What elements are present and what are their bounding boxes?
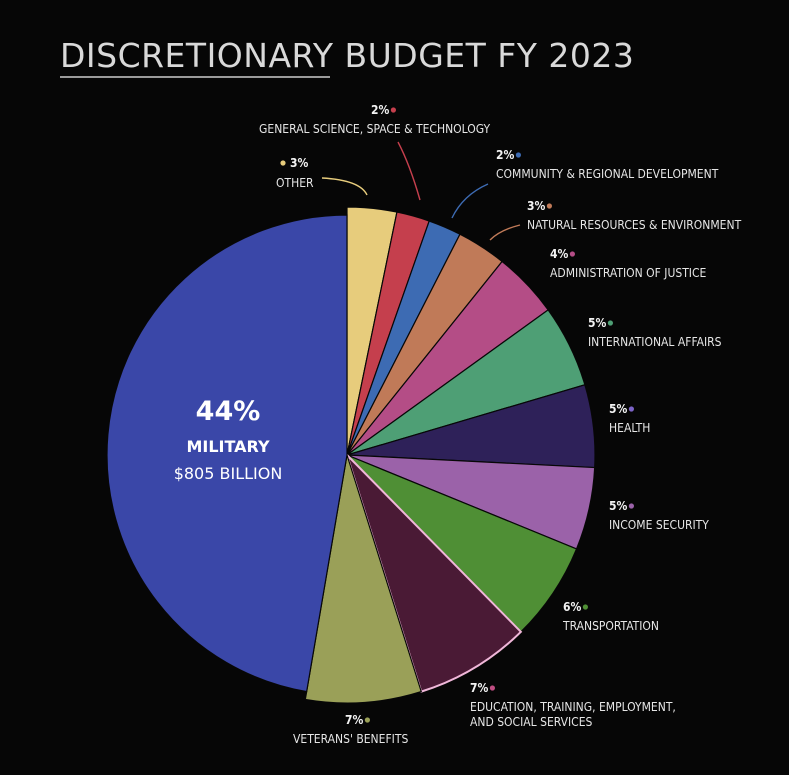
label-dot-international-affairs (608, 320, 613, 325)
percent-label-transportation: 6% (563, 600, 582, 614)
percent-label-veterans-benefits: 7% (345, 713, 364, 727)
name-label-community-regional-development: COMMUNITY & REGIONAL DEVELOPMENT (496, 167, 719, 181)
percent-label-natural-resources-environment: 3% (527, 199, 546, 213)
percent-label-international-affairs: 5% (588, 316, 607, 330)
leader-line-general-science-space-technology (398, 142, 420, 200)
name-label-general-science-space-technology: GENERAL SCIENCE, SPACE & TECHNOLOGY (259, 122, 491, 136)
name-label-natural-resources-environment: NATURAL RESOURCES & ENVIRONMENT (527, 218, 742, 232)
percent-label-other: 3% (290, 156, 309, 170)
label-dot-administration-of-justice (570, 251, 575, 256)
label-dot-other (280, 160, 285, 165)
label-dot-education-training-employment-and-social-services (490, 685, 495, 690)
military-percent-label: 44% (196, 396, 261, 427)
label-dot-health (629, 406, 634, 411)
name-label-transportation: TRANSPORTATION (562, 619, 659, 633)
name-label-administration-of-justice: ADMINISTRATION OF JUSTICE (550, 266, 707, 280)
label-dot-income-security (629, 503, 634, 508)
percent-label-administration-of-justice: 4% (550, 247, 569, 261)
label-dot-veterans-benefits (365, 717, 370, 722)
name-label-other: OTHER (276, 176, 314, 190)
name-label-veterans-benefits: VETERANS' BENEFITS (293, 732, 408, 746)
military-name-label: MILITARY (186, 437, 270, 456)
name-label-education-training-employment-and-social-services-line-2: AND SOCIAL SERVICES (470, 715, 593, 729)
military-amount-label: $805 BILLION (174, 464, 283, 483)
leader-line-other (322, 178, 367, 195)
pie-slices (107, 207, 595, 703)
name-label-education-training-employment-and-social-services-line-1: EDUCATION, TRAINING, EMPLOYMENT, (470, 700, 676, 714)
label-dot-general-science-space-technology (391, 107, 396, 112)
percent-label-community-regional-development: 2% (496, 148, 515, 162)
percent-label-health: 5% (609, 402, 628, 416)
label-dot-transportation (583, 604, 588, 609)
name-label-income-security: INCOME SECURITY (609, 518, 709, 532)
percent-label-income-security: 5% (609, 499, 628, 513)
label-dot-natural-resources-environment (547, 203, 552, 208)
name-label-international-affairs: INTERNATIONAL AFFAIRS (588, 335, 722, 349)
label-dot-community-regional-development (516, 152, 521, 157)
percent-label-education-training-employment-and-social-services: 7% (470, 681, 489, 695)
leader-line-community-regional-development (452, 184, 488, 218)
name-label-health: HEALTH (609, 421, 650, 435)
percent-label-general-science-space-technology: 2% (371, 103, 390, 117)
leader-line-natural-resources-environment (490, 225, 520, 240)
